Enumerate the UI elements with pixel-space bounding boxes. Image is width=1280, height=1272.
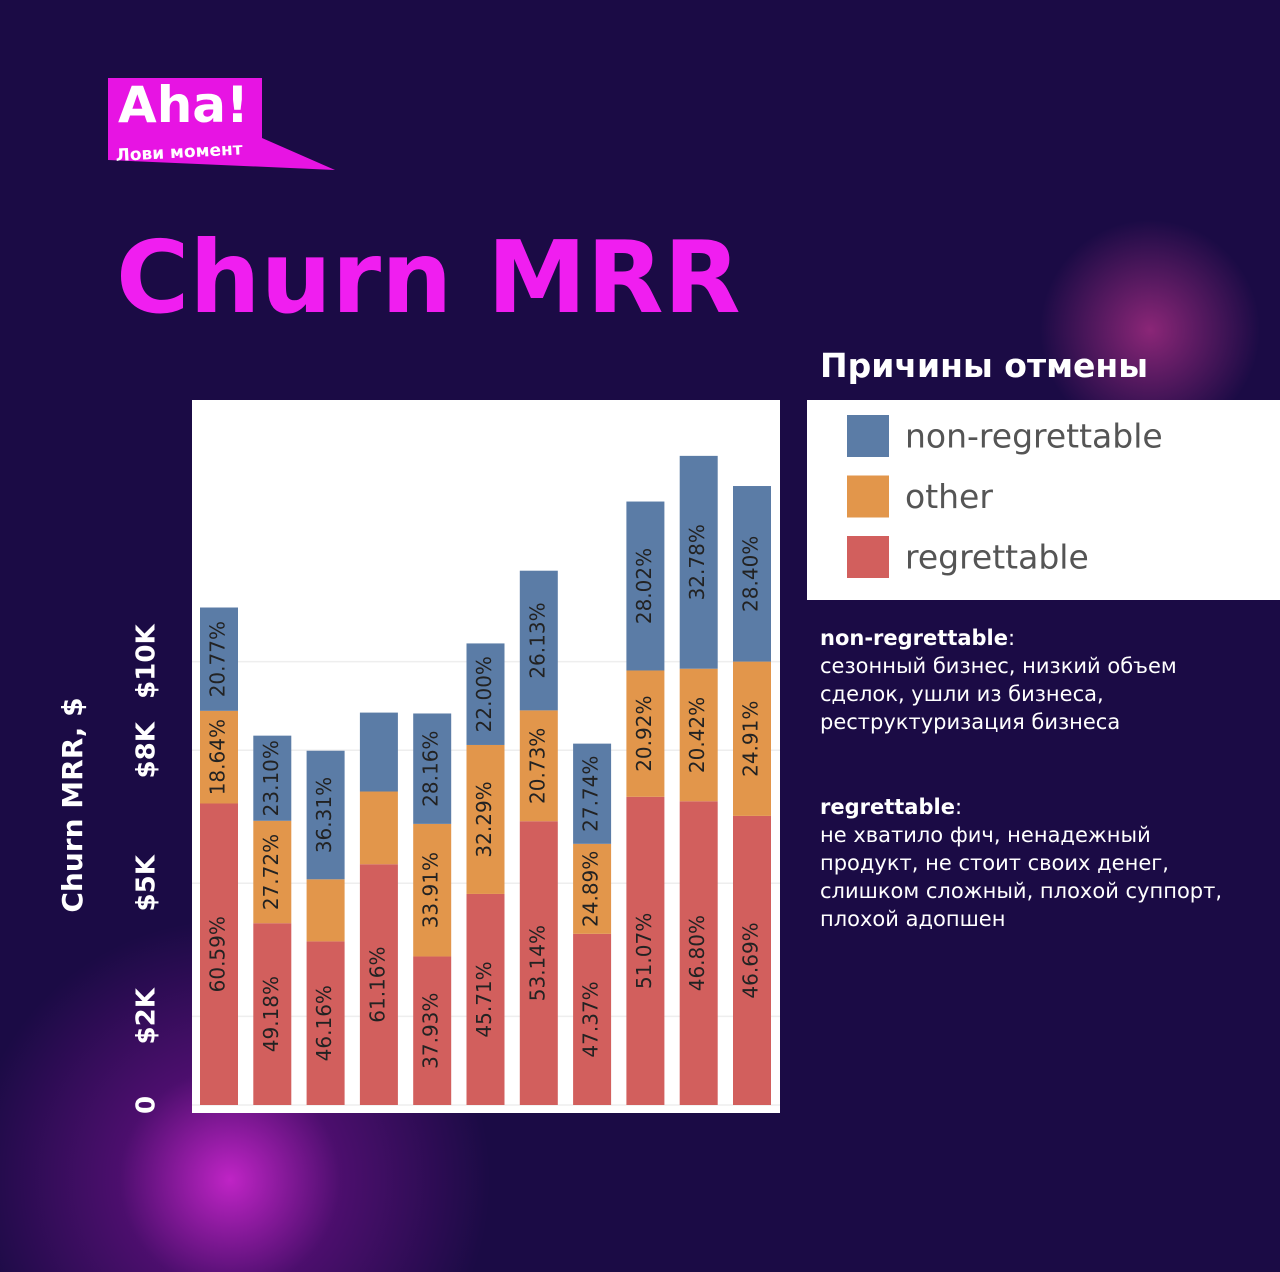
bar-segment xyxy=(626,796,665,1105)
bar-segment xyxy=(626,670,665,797)
data-label: 60.59% xyxy=(206,916,230,992)
data-label: 49.18% xyxy=(259,976,283,1052)
note-regrettable: regrettable: не хватило фич, ненадежный п… xyxy=(820,795,1223,931)
legend-label: other xyxy=(905,477,993,516)
legend-swatch xyxy=(847,475,889,518)
data-label: 27.74% xyxy=(579,756,603,832)
bar-segment xyxy=(359,791,398,865)
bar-segment xyxy=(626,501,665,671)
bar-segment xyxy=(306,941,345,1105)
bar-segment xyxy=(200,803,238,1105)
data-label: 61.16% xyxy=(365,946,389,1022)
data-label: 28.16% xyxy=(419,731,443,807)
bar-segment xyxy=(253,735,292,821)
data-label: 24.89% xyxy=(579,851,603,927)
legend-title: Причины отмены xyxy=(820,346,1148,385)
bar-segment xyxy=(519,570,558,711)
note-non-regrettable: non-regrettable: сезонный бизнес, низкий … xyxy=(820,626,1177,734)
bar-segment xyxy=(519,710,558,822)
data-label: 33.91% xyxy=(419,852,443,928)
legend-label: non-regrettable xyxy=(905,417,1163,456)
chart-title: Churn MRR xyxy=(116,219,741,336)
data-label: 20.92% xyxy=(632,696,656,772)
bar-segment xyxy=(413,823,452,957)
data-label: 28.02% xyxy=(632,548,656,624)
data-label: 28.40% xyxy=(739,536,763,612)
bar-segment xyxy=(200,710,238,804)
bar-segment xyxy=(200,607,238,711)
y-tick-label: 0 xyxy=(132,1096,162,1114)
bar-segment xyxy=(733,486,771,662)
data-label: 23.10% xyxy=(259,740,283,816)
y-tick-label: $2K xyxy=(132,987,162,1044)
data-label: 47.37% xyxy=(579,981,603,1057)
bar-segment xyxy=(359,712,398,792)
data-label: 24.91% xyxy=(739,701,763,777)
data-label: 53.14% xyxy=(525,925,549,1001)
data-label: 45.71% xyxy=(472,961,496,1037)
data-label: 26.13% xyxy=(525,602,549,678)
bar-segment xyxy=(573,933,612,1105)
bar-segment xyxy=(679,455,718,669)
bar-segment xyxy=(573,843,612,934)
bar-segment xyxy=(306,879,345,942)
bar-segment xyxy=(253,820,292,924)
bar-segment xyxy=(253,923,292,1105)
data-label: 32.78% xyxy=(685,524,709,600)
bar-segment xyxy=(466,643,505,745)
y-axis-title: Churn MRR, $ xyxy=(56,697,89,912)
bar-segment xyxy=(466,744,505,894)
legend-swatch xyxy=(847,415,889,457)
legend-label: regrettable xyxy=(905,538,1089,577)
bar-segment xyxy=(413,956,452,1105)
data-label: 46.80% xyxy=(685,915,709,991)
bar-segment xyxy=(413,713,452,824)
bar-segment xyxy=(306,750,345,880)
y-tick-label: $10K xyxy=(132,624,162,699)
bar-segment xyxy=(519,821,558,1105)
y-tick-label: $5K xyxy=(132,854,162,911)
data-label: 36.31% xyxy=(312,777,336,853)
bar-segment xyxy=(679,668,718,802)
data-label: 20.73% xyxy=(525,728,549,804)
bar-segment xyxy=(733,661,771,816)
data-label: 32.29% xyxy=(472,781,496,857)
bar-segment xyxy=(359,864,398,1105)
logo-title: Aha! xyxy=(118,76,249,134)
bar-segment xyxy=(733,815,771,1105)
bar-segment xyxy=(466,893,505,1105)
logo-shape xyxy=(108,78,335,170)
y-tick-label: $8K xyxy=(132,721,162,778)
data-label: 51.07% xyxy=(632,913,656,989)
data-label: 20.77% xyxy=(206,621,230,697)
legend-swatch xyxy=(847,536,889,578)
data-label: 20.42% xyxy=(685,697,709,773)
data-label: 46.16% xyxy=(312,985,336,1061)
data-label: 27.72% xyxy=(259,834,283,910)
data-label: 18.64% xyxy=(206,719,230,795)
data-label: 37.93% xyxy=(419,993,443,1069)
data-label: 46.69% xyxy=(739,922,763,998)
bar-segment xyxy=(679,801,718,1105)
bar-segment xyxy=(573,743,612,844)
data-label: 22.00% xyxy=(472,656,496,732)
